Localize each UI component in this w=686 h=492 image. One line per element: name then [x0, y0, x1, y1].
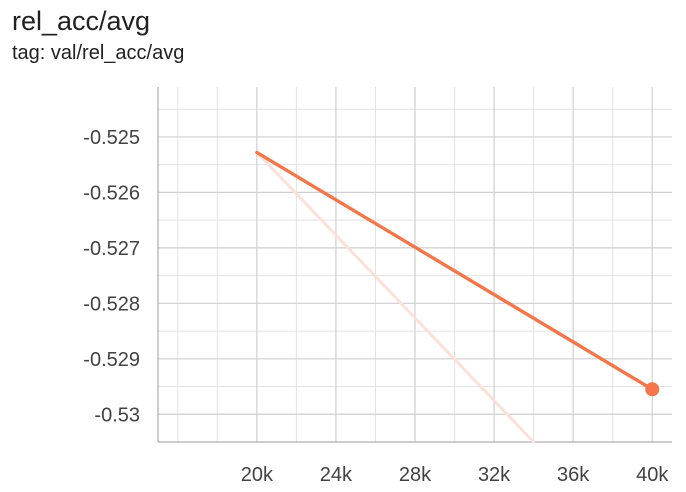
- y-tick-label: -0.529: [83, 349, 140, 371]
- series-lines: [255, 150, 660, 444]
- y-tick-label: -0.53: [94, 404, 140, 426]
- x-tick-label: 24k: [320, 464, 353, 486]
- axes: [157, 87, 672, 443]
- x-tick-label: 32k: [478, 464, 511, 486]
- series-end-marker: [645, 382, 660, 397]
- raw-series-line: [255, 150, 536, 444]
- y-tick-label: -0.525: [83, 127, 140, 149]
- chart-tag: tag: val/rel_acc/avg: [12, 42, 185, 64]
- y-tick-label: -0.526: [83, 182, 140, 204]
- x-tick-label: 36k: [557, 464, 590, 486]
- major-gridlines: [158, 87, 672, 442]
- tick-labels: 20k 24k 28k 32k 36k 40k -0.525 -0.526 -0.527 -0.5…: [83, 127, 669, 486]
- smoothed-series-line: [255, 150, 654, 392]
- y-tick-label: -0.528: [83, 293, 140, 315]
- chart-title: rel_acc/avg: [12, 6, 151, 36]
- x-tick-label: 20k: [241, 464, 274, 486]
- x-tick-label: 28k: [399, 464, 432, 486]
- x-tick-label: 40k: [636, 464, 669, 486]
- y-tick-label: -0.527: [83, 238, 140, 260]
